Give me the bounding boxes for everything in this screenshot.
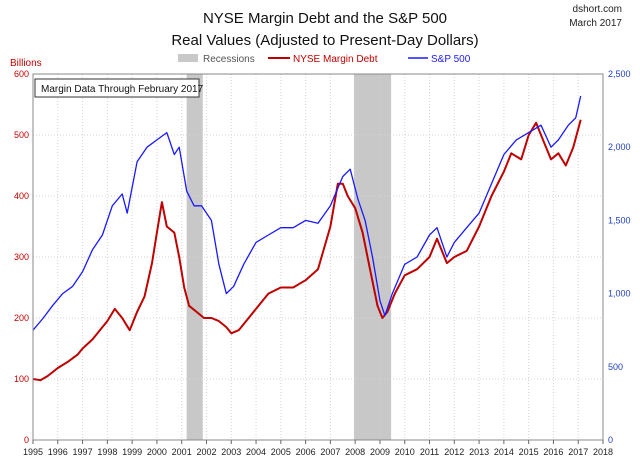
- legend-swatch-recessions: [178, 54, 198, 62]
- axes: 0 100 200 300 400 500 600 0 500 1,000 1,500 2,000 2,…: [14, 69, 631, 457]
- series-line-sp500: [32, 95, 582, 331]
- legend-label-margin-debt: NYSE Margin Debt: [293, 54, 378, 65]
- date-label: March 2017: [569, 18, 622, 29]
- x-tick-label: 2002: [196, 447, 216, 457]
- x-tick-label: 2018: [593, 447, 613, 457]
- y-left-unit-label: Billions: [10, 58, 42, 69]
- series: [32, 95, 582, 382]
- chart-subtitle: Real Values (Adjusted to Present-Day Dol…: [171, 32, 478, 49]
- x-tick-label: 1999: [122, 447, 142, 457]
- x-tick-label: 2007: [320, 447, 340, 457]
- x-tick-label: 2015: [519, 447, 539, 457]
- y-right-tick-label: 1,000: [608, 289, 631, 299]
- annotation-text: Margin Data Through February 2017: [41, 84, 204, 95]
- y-left-tick-label: 500: [14, 130, 29, 140]
- y-right-tick-label: 2,500: [608, 69, 631, 79]
- y-right-tick-label: 1,500: [608, 215, 631, 225]
- x-tick-label: 1996: [48, 447, 68, 457]
- series-line-margin-debt: [32, 119, 582, 382]
- y-left-tick-label: 200: [14, 313, 29, 323]
- x-tick-label: 1995: [23, 447, 43, 457]
- x-tick-label: 2008: [345, 447, 365, 457]
- recession-band-0: [186, 74, 203, 440]
- y-left-tick-label: 400: [14, 191, 29, 201]
- y-right-tick-label: 2,000: [608, 142, 631, 152]
- y-left-tick-label: 100: [14, 374, 29, 384]
- x-tick-label: 2006: [296, 447, 316, 457]
- y-right-tick-label: 500: [608, 362, 623, 372]
- x-tick-label: 2010: [395, 447, 415, 457]
- plot-frame: [32, 73, 604, 441]
- x-tick-label: 2017: [568, 447, 588, 457]
- x-tick-label: 2004: [246, 447, 266, 457]
- x-tick-label: 2016: [543, 447, 563, 457]
- x-tick-label: 2011: [420, 447, 439, 457]
- source-label: dshort.com: [573, 4, 622, 15]
- annotation-box: Margin Data Through February 2017: [34, 78, 204, 98]
- x-tick-label: 2000: [147, 447, 167, 457]
- annotation-frame: [34, 78, 200, 98]
- x-tick-label: 2012: [444, 447, 464, 457]
- x-tick-label: 2005: [271, 447, 291, 457]
- legend: Recessions NYSE Margin Debt S&P 500: [178, 54, 471, 65]
- legend-label-recessions: Recessions: [203, 54, 255, 65]
- x-tick-label: 2013: [469, 447, 489, 457]
- y-left-tick-label: 300: [14, 252, 29, 262]
- legend-label-sp500: S&P 500: [431, 54, 471, 65]
- x-tick-label: 1998: [97, 447, 117, 457]
- y-left-tick-label: 0: [24, 435, 29, 445]
- chart-title: NYSE Margin Debt and the S&P 500: [203, 10, 447, 27]
- x-tick-label: 2009: [370, 447, 390, 457]
- x-tick-label: 2014: [494, 447, 514, 457]
- y-right-tick-label: 0: [608, 435, 613, 445]
- y-left-tick-label: 600: [14, 69, 29, 79]
- x-tick-label: 2003: [221, 447, 241, 457]
- x-tick-label: 2001: [172, 447, 192, 457]
- x-tick-label: 1997: [73, 447, 93, 457]
